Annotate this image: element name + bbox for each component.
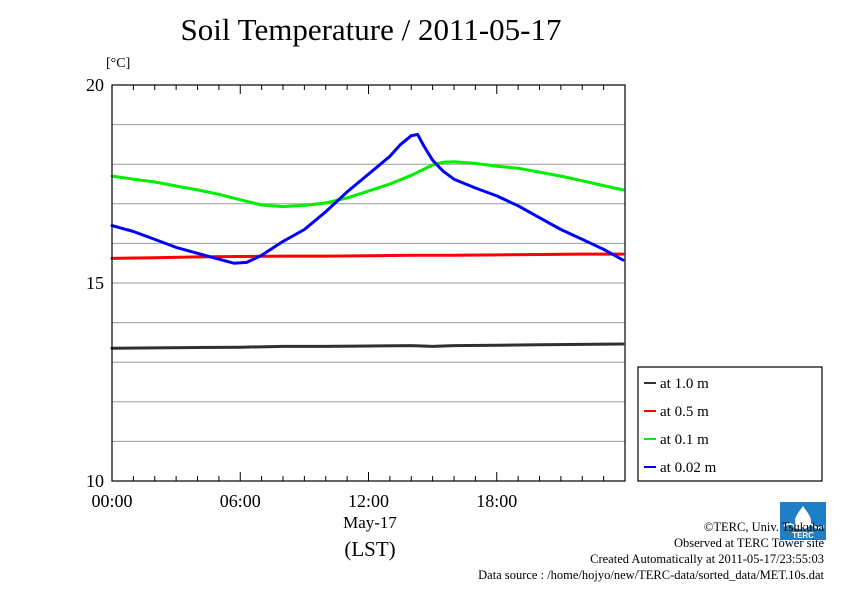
series-line-at-0-5-m (110, 252, 625, 260)
x-axis-zone-label: (LST) (344, 537, 396, 561)
legend-label: at 0.5 m (660, 404, 709, 420)
copyright-text: ©TERC, Univ. Tsukuba (703, 520, 824, 534)
terc-logo: TERC (780, 502, 826, 540)
logo-wave-icon (783, 523, 825, 529)
created-text: Created Automatically at 2011-05-17/23:5… (590, 552, 824, 566)
y-tick-label: 15 (86, 273, 104, 293)
y-unit-label: [°C] (106, 56, 131, 71)
legend-box (637, 366, 823, 482)
x-tick-label: 12:00 (348, 491, 389, 511)
credits-block: ©TERC, Univ. Tsukuba Observed at TERC To… (478, 519, 824, 583)
legend-label: at 1.0 m (660, 376, 709, 392)
logo-text: TERC (792, 531, 814, 540)
site-text: Observed at TERC Tower site (673, 536, 824, 550)
x-tick-label: 18:00 (476, 491, 517, 511)
y-tick-label: 10 (86, 471, 104, 491)
series-line-at-0-02-m (110, 133, 625, 265)
y-tick-label: 20 (86, 75, 104, 95)
series-line-at-0-1-m (110, 160, 625, 209)
logo-drop-icon (795, 506, 811, 529)
legend-label: at 0.1 m (660, 432, 709, 448)
source-text: Data source : /home/hojyo/new/TERC-data/… (478, 568, 824, 582)
x-tick-label: 06:00 (220, 491, 261, 511)
plot-frame (111, 84, 626, 482)
series-line-at-1-0-m (110, 342, 625, 350)
legend-label: at 0.02 m (660, 460, 717, 476)
chart-title: Soil Temperature / 2011-05-17 (180, 12, 562, 47)
x-axis-date-label: May-17 (343, 513, 397, 532)
x-tick-label: 00:00 (91, 491, 132, 511)
